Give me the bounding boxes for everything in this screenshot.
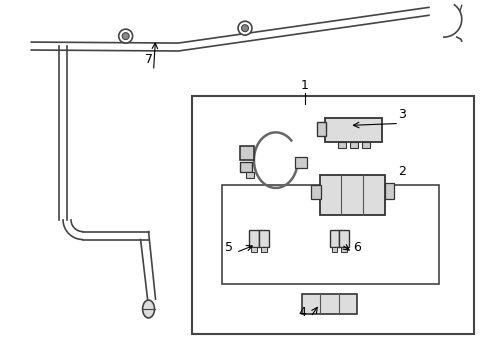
Bar <box>385 183 394 199</box>
Text: 4: 4 <box>299 306 307 319</box>
Ellipse shape <box>143 300 154 318</box>
Text: 7: 7 <box>145 53 152 66</box>
Bar <box>324 118 382 142</box>
Bar <box>259 230 269 247</box>
Text: 5: 5 <box>225 242 233 255</box>
Bar <box>295 157 307 168</box>
Circle shape <box>238 21 252 35</box>
Bar <box>362 142 370 148</box>
Bar <box>329 230 340 247</box>
Circle shape <box>122 33 129 40</box>
Circle shape <box>242 25 248 32</box>
Bar <box>251 247 257 252</box>
Bar <box>350 142 358 148</box>
Text: 3: 3 <box>398 108 406 121</box>
Bar <box>311 185 320 199</box>
Bar <box>240 146 254 160</box>
Bar <box>222 185 439 284</box>
Bar <box>319 175 385 215</box>
Circle shape <box>119 29 133 43</box>
Bar <box>332 247 338 252</box>
Bar <box>192 96 474 334</box>
Bar <box>261 247 267 252</box>
Bar <box>342 247 347 252</box>
Bar <box>339 142 346 148</box>
Bar <box>317 122 325 136</box>
Bar <box>340 230 349 247</box>
Text: 2: 2 <box>398 165 406 178</box>
Bar <box>302 294 357 314</box>
Bar <box>249 230 259 247</box>
Bar <box>246 172 254 178</box>
Text: 1: 1 <box>301 79 309 92</box>
Text: 6: 6 <box>353 242 361 255</box>
Bar <box>240 162 252 172</box>
